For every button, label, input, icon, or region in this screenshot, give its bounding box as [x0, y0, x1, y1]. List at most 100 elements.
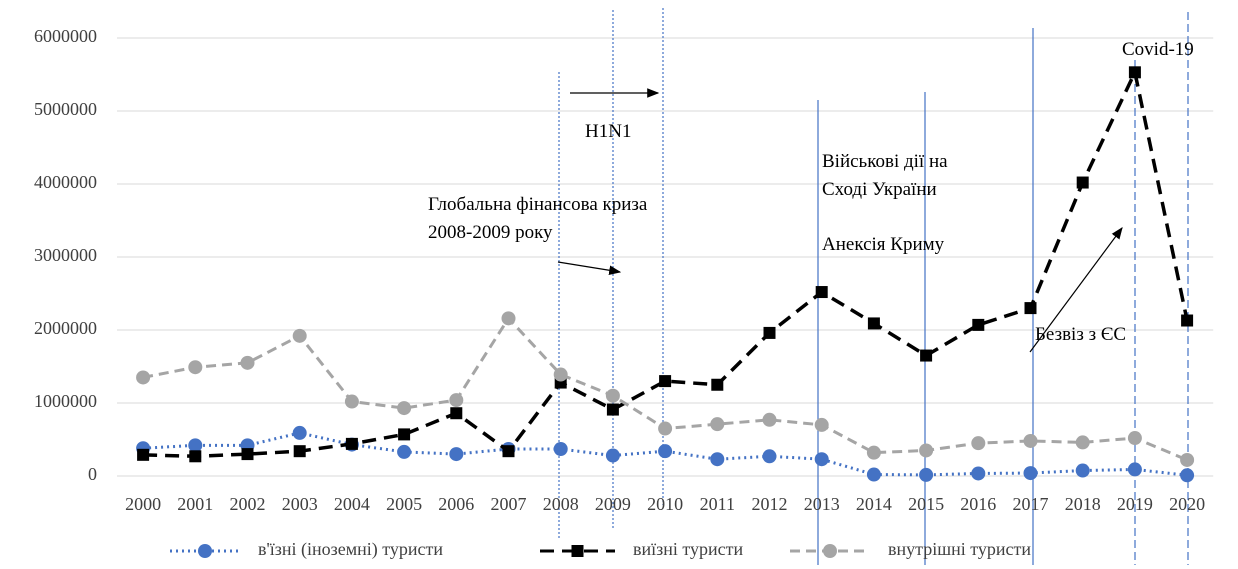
point — [659, 375, 672, 388]
y-tick-label: 4000000 — [34, 172, 97, 192]
point — [919, 443, 934, 458]
point — [867, 317, 880, 330]
legend-item: виїзні туристи — [540, 539, 743, 559]
x-tick-label: 2000 — [125, 494, 161, 514]
annotation: Військові дії на — [822, 151, 948, 172]
x-tick-label: 2020 — [1169, 494, 1205, 514]
point — [449, 447, 464, 462]
point — [814, 452, 829, 467]
arrow — [1029, 227, 1123, 353]
point — [136, 370, 151, 385]
point — [553, 441, 568, 456]
point — [292, 328, 307, 343]
annotation: Глобальна фінансова криза — [428, 194, 648, 215]
x-tick-label: 2010 — [647, 494, 683, 514]
annotation: Анексія Криму — [822, 234, 945, 255]
annotation: Сході України — [822, 179, 937, 200]
point — [344, 394, 359, 409]
point — [397, 401, 412, 416]
point — [137, 448, 150, 461]
x-tick-label: 2004 — [334, 494, 370, 514]
legend-label: в'їзні (іноземні) туристи — [258, 539, 443, 560]
legend-label: виїзні туристи — [633, 539, 743, 559]
arrows — [557, 88, 1123, 353]
point — [1128, 66, 1141, 79]
point — [763, 326, 776, 339]
legend-marker — [823, 544, 837, 558]
y-tick-label: 5000000 — [34, 99, 97, 119]
x-tick-label: 2015 — [908, 494, 944, 514]
x-tick-label: 2018 — [1065, 494, 1101, 514]
point — [293, 445, 306, 458]
legend-marker — [198, 544, 212, 558]
x-tick-label: 2006 — [438, 494, 474, 514]
x-tick-label: 2001 — [177, 494, 213, 514]
y-tick-label: 6000000 — [34, 26, 97, 46]
x-tick-label: 2009 — [595, 494, 631, 514]
y-tick-label: 3000000 — [34, 245, 97, 265]
x-tick-label: 2017 — [1013, 494, 1049, 514]
point — [241, 448, 254, 461]
series-line — [143, 431, 1188, 477]
point — [397, 444, 412, 459]
point — [398, 428, 411, 441]
point — [188, 438, 203, 453]
point — [605, 388, 620, 403]
x-tick-label: 2003 — [282, 494, 318, 514]
x-tick-label: 2008 — [543, 494, 579, 514]
point — [606, 403, 619, 416]
point — [1075, 463, 1090, 478]
point — [971, 466, 986, 481]
x-tick-label: 2014 — [856, 494, 892, 514]
point — [919, 467, 934, 482]
point — [605, 448, 620, 463]
point — [815, 286, 828, 299]
x-tick-label: 2002 — [230, 494, 266, 514]
x-tick-label: 2013 — [804, 494, 840, 514]
point — [449, 393, 464, 408]
point — [450, 407, 463, 420]
arrow — [557, 261, 622, 276]
legend-item: внутрішні туристи — [790, 539, 1031, 559]
annotation: Covid-19 — [1122, 39, 1194, 60]
point — [866, 445, 881, 460]
series — [137, 66, 1194, 463]
point — [240, 355, 255, 370]
point — [188, 360, 203, 375]
point — [553, 367, 568, 382]
annotation: 2008-2009 року — [428, 222, 553, 243]
point — [1024, 302, 1037, 315]
y-tick-label: 1000000 — [34, 391, 97, 411]
annotation: H1N1 — [585, 121, 631, 142]
y-tick-label: 0 — [88, 464, 97, 484]
point — [189, 450, 202, 463]
point — [1023, 433, 1038, 448]
x-tick-label: 2005 — [386, 494, 422, 514]
point — [1180, 452, 1195, 467]
point — [501, 311, 516, 326]
point — [1181, 314, 1194, 327]
point — [1076, 176, 1089, 189]
series — [136, 311, 1195, 467]
x-tick-label: 2016 — [960, 494, 996, 514]
point — [292, 425, 307, 440]
point — [1127, 431, 1142, 446]
point — [1075, 435, 1090, 450]
x-tick-label: 2007 — [491, 494, 527, 514]
point — [920, 349, 933, 362]
legend-label: внутрішні туристи — [888, 539, 1031, 559]
x-tick-label: 2011 — [700, 494, 735, 514]
x-tick-label: 2012 — [752, 494, 788, 514]
point — [1180, 468, 1195, 483]
point — [972, 318, 985, 331]
point — [710, 417, 725, 432]
point — [814, 417, 829, 432]
point — [971, 436, 986, 451]
y-tick-label: 2000000 — [34, 318, 97, 338]
point — [345, 437, 358, 450]
point — [710, 452, 725, 467]
point — [658, 421, 673, 436]
x-tick-label: 2019 — [1117, 494, 1153, 514]
point — [1127, 462, 1142, 477]
